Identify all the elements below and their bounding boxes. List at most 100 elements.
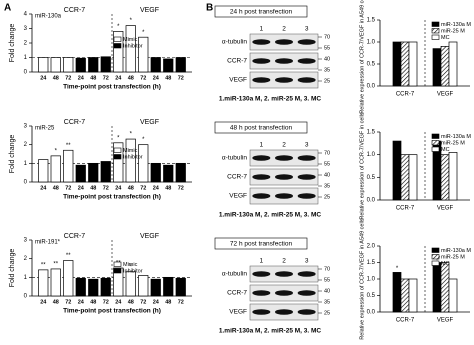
protein-label: α-tubulin	[222, 39, 247, 46]
significance: *	[396, 266, 399, 272]
blot-band	[252, 39, 271, 45]
x-tick-label: 48	[128, 299, 134, 305]
blot-band	[275, 39, 293, 45]
significance: *	[130, 18, 133, 24]
bar	[175, 277, 186, 297]
blot-band	[252, 193, 271, 199]
panel-label: A	[4, 3, 11, 14]
blot-band	[252, 271, 271, 277]
blot-title: 24 h post transfection	[230, 9, 293, 16]
blot-band	[275, 58, 293, 64]
significance: *	[55, 148, 58, 154]
bar	[150, 162, 161, 183]
y-tick-label: 0.5	[367, 175, 376, 181]
y-tick-label: 0.5	[367, 293, 376, 299]
bar	[392, 41, 402, 87]
x-tick-label: 24	[115, 185, 122, 191]
legend-label: MC	[441, 147, 450, 153]
bar	[392, 272, 402, 313]
y-tick-label: 3	[24, 26, 28, 32]
x-tick-label: 72	[103, 185, 109, 191]
legend-swatch	[113, 147, 122, 153]
bar	[138, 275, 149, 297]
legend-swatch	[431, 247, 440, 253]
legend-label: MC	[441, 261, 450, 267]
bar	[63, 260, 74, 297]
blot-band	[297, 290, 316, 296]
bar	[163, 58, 174, 73]
blot-band	[252, 58, 271, 64]
bar	[440, 154, 450, 201]
blot-band	[275, 193, 293, 199]
legend-swatch	[431, 34, 440, 40]
bar	[38, 159, 49, 183]
blot-band	[297, 174, 316, 180]
group-label: VEGF	[140, 7, 159, 14]
y-tick-label: 1.5	[367, 260, 376, 266]
bar	[400, 41, 410, 87]
legend-label: Inhibitor	[123, 154, 143, 160]
x-tick-label: 24	[153, 185, 160, 191]
x-tick-label: 48	[165, 75, 171, 81]
blot-band	[297, 193, 316, 199]
blot-band	[252, 309, 271, 315]
legend-swatch	[431, 21, 440, 27]
bar	[408, 278, 418, 313]
y-tick-label: 2	[24, 256, 28, 262]
significance: *	[142, 30, 145, 36]
legend-swatch	[431, 260, 440, 266]
bar	[163, 276, 174, 297]
legend-label: miR-130a M	[441, 22, 471, 28]
y-tick-label: 3	[24, 238, 28, 244]
blot-band	[275, 174, 293, 180]
blot-band	[252, 77, 271, 83]
bar	[113, 267, 124, 297]
protein-label: α-tubulin	[222, 271, 247, 278]
legend-label: miR-25 M	[441, 140, 465, 146]
blot-title-box	[214, 237, 308, 250]
x-tick-label: 48	[165, 185, 171, 191]
marker-label: 55	[324, 277, 330, 283]
blot-band	[252, 155, 271, 161]
y-axis-label: Relative expression of CCR-7/VEGF in cel…	[359, 112, 365, 220]
legend-label: MC	[441, 35, 450, 41]
blot-band	[297, 155, 316, 161]
chart-title: miR-191*	[35, 240, 61, 246]
x-tick-label: 48	[53, 75, 59, 81]
legend-label: miR-130a M	[441, 134, 471, 140]
bar	[408, 154, 418, 201]
blot-band	[252, 174, 271, 180]
marker-label: 25	[324, 310, 330, 316]
x-tick-label: 24	[78, 185, 85, 191]
x-tick-label: 48	[90, 75, 96, 81]
blot-caption: 1.miR-130a M, 2. miR-25 M, 3. MC	[219, 328, 322, 335]
x-tick-label: 72	[140, 75, 146, 81]
x-tick-label: 72	[140, 299, 146, 305]
bar	[163, 164, 174, 183]
blot-title-box	[214, 5, 308, 18]
x-tick-label: VEGF	[437, 318, 454, 324]
blot-title: 72 h post transfection	[230, 241, 293, 248]
legend-swatch	[113, 36, 122, 42]
legend-swatch	[113, 154, 122, 160]
x-tick-label: 24	[115, 75, 122, 81]
bar	[100, 56, 111, 73]
x-tick-label: 24	[153, 75, 160, 81]
protein-label: CCR-7	[227, 290, 247, 297]
lane-label: 2	[282, 142, 286, 149]
marker-label: 35	[324, 183, 330, 189]
bar	[432, 48, 442, 87]
blot-band	[297, 77, 316, 83]
blot-caption: 1.miR-130a M, 2. miR-25 M, 3. MC	[219, 212, 322, 219]
legend-swatch	[113, 268, 122, 274]
protein-label: α-tubulin	[222, 155, 247, 162]
y-tick-label: 2.0	[367, 244, 376, 250]
marker-label: 55	[324, 45, 330, 51]
significance: *	[142, 137, 145, 143]
significance: **	[53, 262, 58, 268]
x-tick-label: 48	[53, 299, 59, 305]
blot-band	[297, 271, 316, 277]
lane-label: 3	[305, 142, 309, 149]
bar	[448, 152, 458, 201]
bar	[392, 140, 402, 201]
